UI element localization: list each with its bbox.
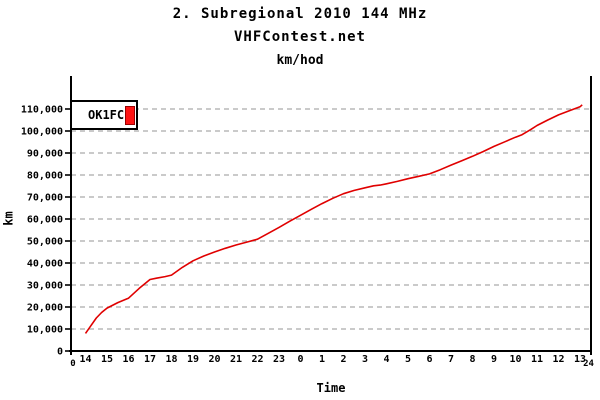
x-tick-label: 8 xyxy=(469,354,475,365)
x-edge-label-end: 24 xyxy=(583,359,594,369)
x-tick-label: 13 xyxy=(574,354,586,365)
x-tick-label: 14 xyxy=(79,354,91,365)
data-series-line xyxy=(84,104,583,334)
y-tick-label: 10,000 xyxy=(27,325,63,336)
x-tick-label: 19 xyxy=(187,354,199,365)
x-tick-label: 11 xyxy=(531,354,543,365)
x-tick-label: 4 xyxy=(383,354,389,365)
x-tick-label: 15 xyxy=(101,354,113,365)
x-tick-label: 22 xyxy=(251,354,263,365)
y-tick-label: 0 xyxy=(57,347,63,358)
x-tick-label: 3 xyxy=(362,354,368,365)
x-tick-label: 2 xyxy=(340,354,346,365)
x-tick-label: 12 xyxy=(552,354,564,365)
chart-unit-label: km/hod xyxy=(276,53,324,68)
y-tick-label: 50,000 xyxy=(27,237,63,248)
y-tick-label: 20,000 xyxy=(27,303,63,314)
x-tick-label: 20 xyxy=(208,354,220,365)
x-tick-label: 10 xyxy=(509,354,521,365)
x-tick-label: 5 xyxy=(405,354,411,365)
y-tick-label: 60,000 xyxy=(27,215,63,226)
chart-title: 2. Subregional 2010 144 MHz xyxy=(172,6,428,22)
x-edge-label-start: 0 xyxy=(70,359,75,369)
legend-color-swatch xyxy=(125,106,135,125)
legend-box: OK1FC xyxy=(70,100,138,130)
x-tick-label: 7 xyxy=(448,354,454,365)
legend-station-label: OK1FC xyxy=(88,108,125,122)
x-tick-label: 1 xyxy=(319,354,325,365)
x-axis-title: Time xyxy=(316,381,346,395)
x-tick-label: 16 xyxy=(122,354,134,365)
y-tick-label: 40,000 xyxy=(27,259,63,270)
y-tick-label: 80,000 xyxy=(27,171,63,182)
y-tick-label: 100,000 xyxy=(21,127,63,138)
y-tick-label: 110,000 xyxy=(21,105,63,116)
x-tick-label: 17 xyxy=(144,354,156,365)
x-tick-label: 0 xyxy=(297,354,303,365)
y-tick-label: 90,000 xyxy=(27,149,63,160)
x-tick-label: 9 xyxy=(491,354,497,365)
y-axis-title: km xyxy=(1,211,16,226)
x-tick-label: 6 xyxy=(426,354,432,365)
x-tick-label: 21 xyxy=(230,354,242,365)
y-tick-label: 30,000 xyxy=(27,281,63,292)
chart-subtitle: VHFContest.net xyxy=(233,29,366,45)
x-tick-label: 18 xyxy=(165,354,177,365)
y-tick-label: 70,000 xyxy=(27,193,63,204)
x-tick-label: 23 xyxy=(273,354,285,365)
